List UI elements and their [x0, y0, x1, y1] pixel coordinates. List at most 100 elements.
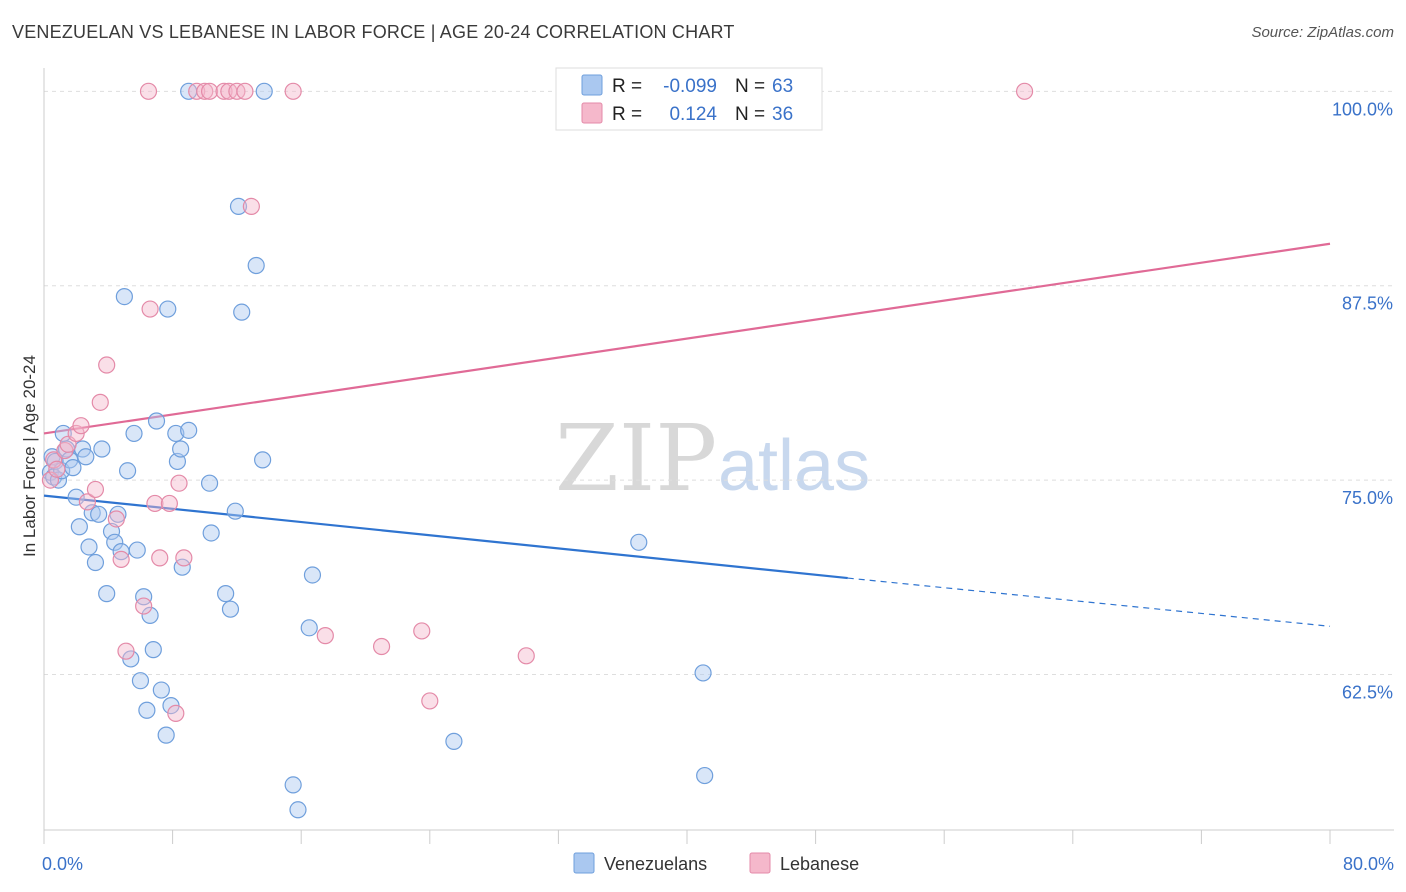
lebanese-point	[48, 460, 66, 478]
venezuelan-point	[98, 585, 116, 603]
legend-r-label: R =	[612, 104, 642, 125]
venezuelan-point	[106, 533, 124, 551]
data-points	[41, 82, 1034, 819]
venezuelan-point	[77, 448, 95, 466]
venezuelan-point	[86, 553, 105, 572]
y-tick-label: 87.5%	[1342, 294, 1393, 314]
venezuelan-point	[284, 776, 302, 794]
watermark-zip: ZIP	[555, 405, 717, 512]
lebanese-point	[316, 627, 334, 645]
venezuelan-point	[90, 505, 108, 523]
venezuelan-point	[125, 424, 143, 443]
lebanese-point	[86, 480, 105, 499]
lebanese-point	[170, 474, 188, 492]
lebanese-point	[45, 451, 63, 469]
venezuelan-point	[118, 462, 137, 480]
venezuelan-point	[630, 533, 648, 551]
venezuelan-point	[138, 701, 156, 719]
venezuelan-point	[131, 672, 150, 690]
venezuelan-point	[247, 256, 265, 275]
venezuelan-point	[289, 801, 307, 819]
lebanese-trend-line	[43, 242, 1331, 435]
lebanese-point	[242, 197, 260, 216]
legend-n-value: 63	[772, 76, 793, 97]
venezuelan-point	[159, 300, 177, 318]
lebanese-point	[413, 622, 431, 640]
venezuelan-point	[696, 766, 714, 785]
legend-top: R = -0.099 N = 63 R = 0.124 N = 36	[555, 67, 823, 131]
venezuelan-point	[172, 440, 190, 458]
x-tick-label: 0.0%	[42, 854, 83, 874]
lebanese-point	[141, 300, 159, 318]
venezuelan-point	[217, 585, 235, 603]
venezuelan-point	[67, 488, 85, 506]
venezuelan-point	[80, 538, 98, 556]
watermark: ZIP atlas	[555, 405, 870, 512]
gridlines	[44, 90, 1394, 675]
source-attribution: Source: ZipAtlas.com	[1251, 24, 1394, 41]
venezuelan-point	[694, 664, 712, 682]
legend-bottom-swatch-lebanese	[749, 852, 771, 874]
venezuelan-point	[141, 606, 159, 624]
axes	[43, 68, 1394, 844]
lebanese-point	[200, 82, 219, 100]
lebanese-point	[41, 471, 60, 489]
lebanese-point	[139, 82, 158, 100]
legend-n-label: N =	[735, 104, 765, 125]
lebanese-point	[112, 550, 130, 569]
tick-labels: 100.0% 87.5% 75.0% 62.5% 0.0% 80.0%	[42, 99, 1394, 874]
lebanese-point	[91, 393, 109, 411]
venezuelan-point	[255, 82, 273, 100]
venezuelan-point	[221, 600, 240, 618]
venezuelan-point	[135, 588, 153, 606]
venezuelan-point	[152, 681, 170, 699]
venezuelan-point	[200, 474, 219, 492]
venezuelan-point	[229, 197, 248, 216]
y-tick-label: 62.5%	[1342, 682, 1393, 702]
y-tick-label: 75.0%	[1342, 488, 1393, 508]
venezuelan-point	[303, 566, 322, 584]
legend-r-value: -0.099	[663, 76, 717, 97]
venezuelan-point	[202, 524, 220, 542]
lebanese-point	[117, 642, 135, 660]
lebanese-point	[98, 356, 116, 374]
legend-bottom-label-lebanese: Lebanese	[780, 854, 859, 874]
venezuelan-point	[157, 726, 175, 744]
venezuelan-point	[300, 619, 318, 637]
lebanese-point	[196, 82, 214, 100]
lebanese-point	[175, 549, 193, 567]
lebanese-point	[1015, 82, 1034, 100]
venezuelan-point	[144, 641, 162, 659]
y-tick-label: 100.0%	[1332, 99, 1393, 119]
venezuelan-trend-extension	[847, 577, 1331, 627]
watermark-atlas: atlas	[718, 426, 870, 506]
lebanese-point	[146, 494, 164, 513]
lebanese-point	[372, 637, 391, 656]
venezuelan-point	[180, 421, 198, 439]
venezuelan-point	[93, 440, 111, 458]
lebanese-point	[72, 417, 90, 435]
lebanese-point	[78, 493, 97, 511]
trend-lines	[43, 242, 1331, 627]
lebanese-point	[215, 82, 233, 100]
venezuelan-point	[445, 732, 463, 750]
legend-r-label: R =	[612, 76, 642, 97]
venezuelan-trend-line	[43, 494, 848, 580]
venezuelan-point	[167, 424, 185, 443]
lebanese-point	[167, 704, 185, 722]
legend-swatch-venezuelan	[581, 74, 603, 96]
venezuelan-point	[64, 459, 82, 477]
venezuelan-point	[115, 288, 133, 306]
venezuelan-point	[254, 451, 272, 469]
venezuelan-point	[147, 412, 166, 430]
legend-n-value: 36	[772, 104, 793, 125]
legend-bottom-swatch-venezuelans	[573, 852, 595, 874]
venezuelan-point	[233, 303, 251, 321]
legend-n-label: N =	[735, 76, 765, 97]
x-tick-label: 80.0%	[1343, 854, 1394, 874]
legend-bottom-label-venezuelans: Venezuelans	[604, 854, 707, 874]
chart-title: VENEZUELAN VS LEBANESE IN LABOR FORCE | …	[12, 22, 735, 42]
lebanese-point	[151, 549, 169, 567]
venezuelan-point	[70, 518, 88, 536]
